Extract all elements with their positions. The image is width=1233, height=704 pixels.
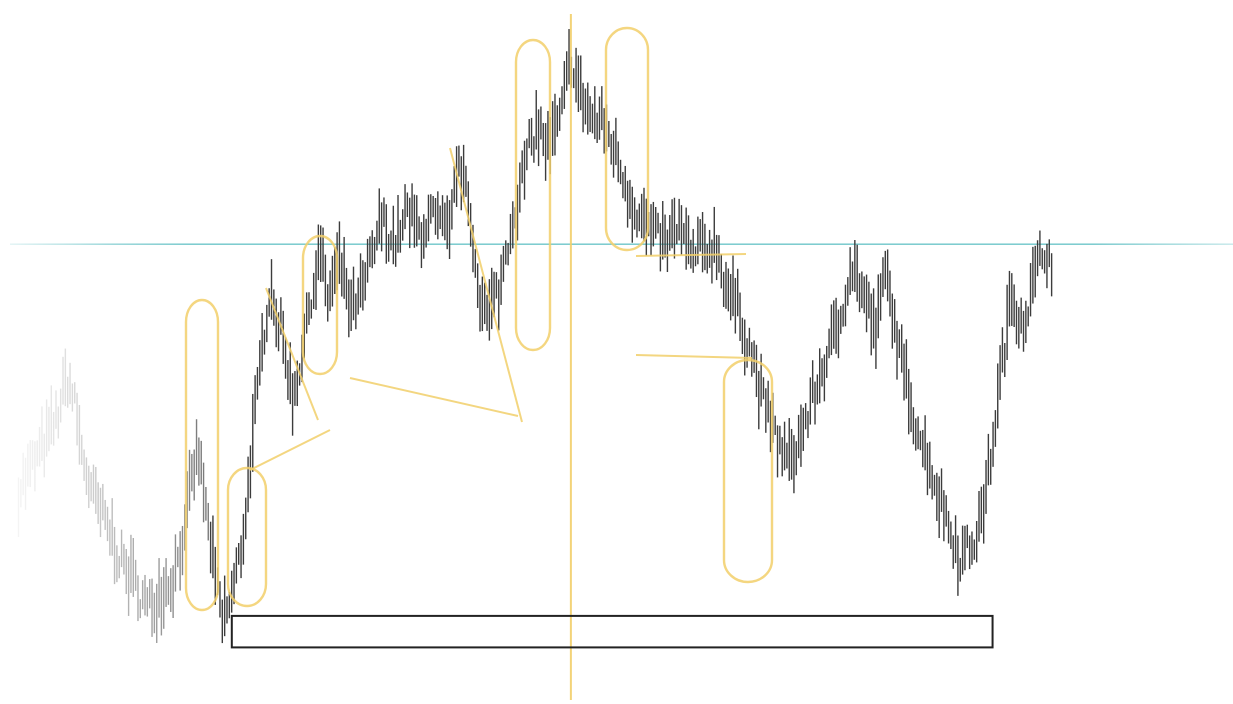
highlight-oval: [226, 466, 268, 608]
trend-line: [249, 429, 331, 471]
highlight-oval: [604, 26, 650, 252]
highlight-oval: [301, 234, 339, 376]
highlight-oval: [514, 38, 552, 352]
trend-line: [265, 287, 319, 421]
annotation-layer: [184, 14, 994, 700]
trend-line: [635, 253, 747, 257]
trend-line: [449, 147, 523, 423]
support-zone-box: [230, 614, 994, 649]
price-series-layer: [17, 29, 1053, 644]
trend-line: [349, 377, 519, 417]
trend-line: [635, 354, 753, 359]
highlight-oval: [722, 358, 774, 584]
